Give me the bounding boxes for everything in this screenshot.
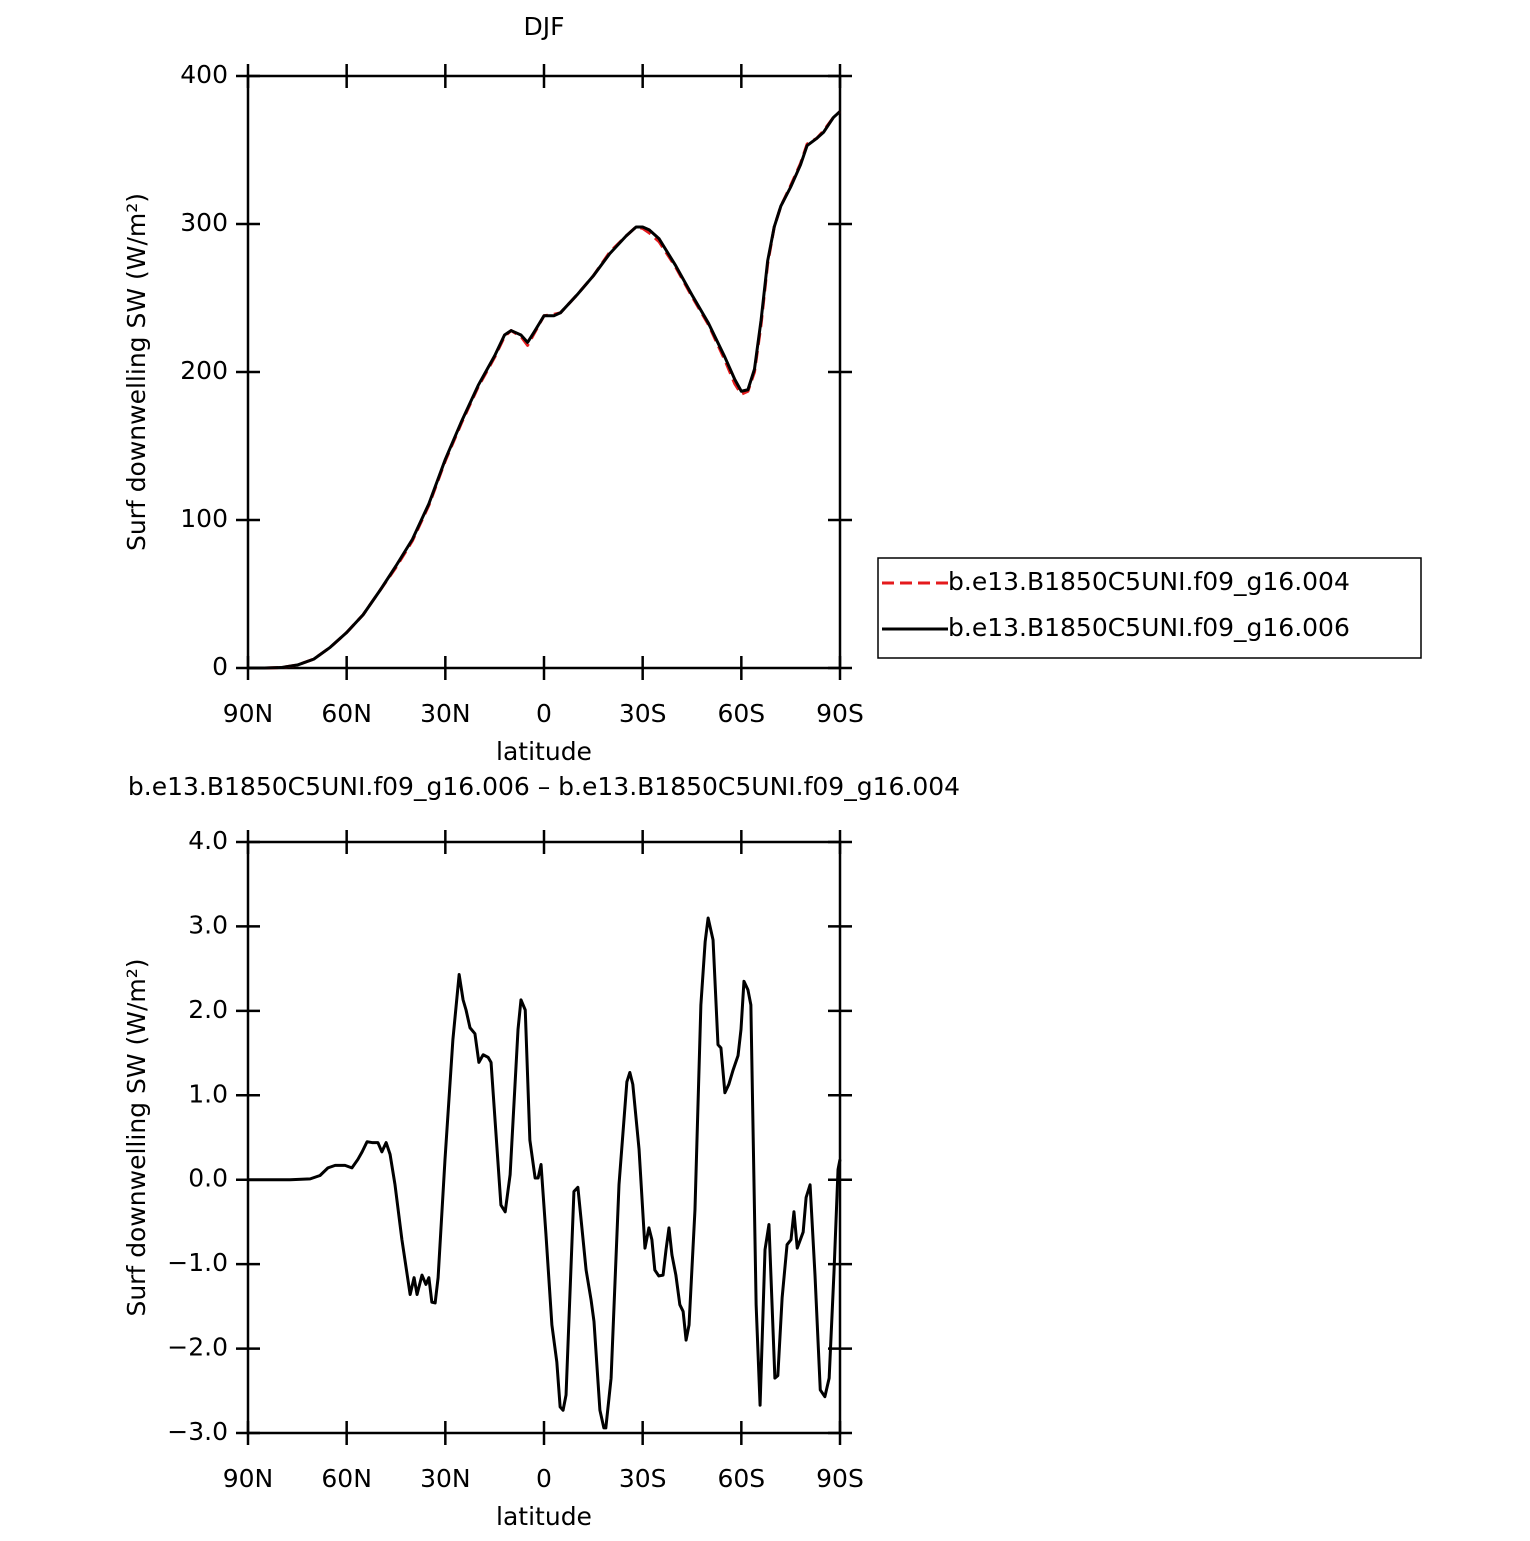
y-tick-label: 300: [180, 208, 228, 237]
y-tick-label: −1.0: [167, 1248, 228, 1277]
y-axis-label: Surf downwelling SW (W/m²): [122, 193, 151, 551]
x-tick-label: 60N: [321, 1464, 372, 1493]
x-tick-label: 30S: [619, 699, 667, 728]
plot-frame: [246, 840, 842, 1435]
x-tick-label: 90N: [223, 699, 274, 728]
y-tick-label: −3.0: [167, 1417, 228, 1446]
y-tick-label: 3.0: [188, 910, 228, 939]
chart-title: DJF: [523, 12, 564, 41]
data-line: [248, 110, 842, 670]
y-axis-label: Surf downwelling SW (W/m²): [122, 958, 151, 1316]
x-tick-label: 60S: [717, 699, 765, 728]
x-tick-label: 90S: [816, 1464, 864, 1493]
data-line: [248, 110, 842, 670]
y-tick-label: −2.0: [167, 1333, 228, 1362]
legend-label: b.e13.B1850C5UNI.f09_g16.004: [948, 567, 1350, 596]
x-axis-label: latitude: [496, 1502, 592, 1531]
x-tick-label: 30N: [420, 699, 471, 728]
x-tick-label: 60S: [717, 1464, 765, 1493]
x-tick-label: 90S: [816, 699, 864, 728]
y-tick-label: 1.0: [188, 1079, 228, 1108]
legend-label: b.e13.B1850C5UNI.f09_g16.006: [948, 613, 1350, 642]
y-tick-label: 0: [212, 652, 228, 681]
y-tick-label: 200: [180, 356, 228, 385]
chart-title: b.e13.B1850C5UNI.f09_g16.006 – b.e13.B18…: [128, 772, 960, 801]
y-tick-label: 2.0: [188, 995, 228, 1024]
x-tick-label: 90N: [223, 1464, 274, 1493]
x-axis-label: latitude: [496, 737, 592, 766]
x-tick-label: 0: [536, 699, 552, 728]
x-tick-label: 30N: [420, 1464, 471, 1493]
y-tick-label: 4.0: [188, 826, 228, 855]
plot-frame: [246, 74, 842, 670]
data-line: [248, 916, 842, 1430]
y-tick-label: 0.0: [188, 1164, 228, 1193]
y-tick-label: 100: [180, 504, 228, 533]
x-tick-label: 30S: [619, 1464, 667, 1493]
x-tick-label: 60N: [321, 699, 372, 728]
x-tick-label: 0: [536, 1464, 552, 1493]
legend-box: [877, 557, 1422, 659]
y-tick-label: 400: [180, 60, 228, 89]
